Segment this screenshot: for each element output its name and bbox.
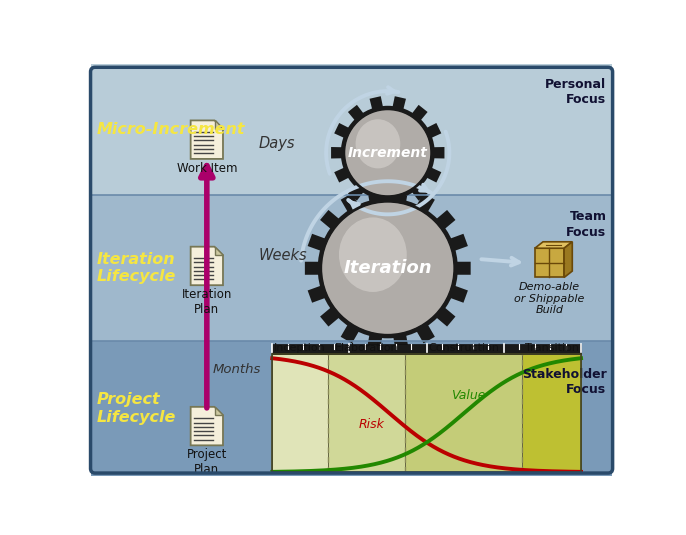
Ellipse shape: [322, 202, 454, 334]
Text: Transition: Transition: [525, 343, 579, 353]
Text: Project
Plan: Project Plan: [187, 448, 227, 477]
Text: Months: Months: [213, 363, 261, 376]
Polygon shape: [535, 242, 572, 248]
Polygon shape: [215, 120, 223, 129]
Polygon shape: [215, 407, 223, 415]
Text: Demo-able
or Shippable
Build: Demo-able or Shippable Build: [514, 282, 584, 315]
Text: Elaboration: Elaboration: [335, 343, 399, 353]
FancyBboxPatch shape: [91, 64, 612, 195]
Text: Iteration
Lifecycle: Iteration Lifecycle: [97, 252, 176, 285]
Polygon shape: [191, 247, 223, 285]
Text: Risk: Risk: [359, 417, 385, 431]
FancyBboxPatch shape: [405, 355, 522, 472]
Text: Project
Lifecycle: Project Lifecycle: [97, 392, 176, 425]
Text: Weeks: Weeks: [259, 248, 307, 263]
Text: Stakeholder
Focus: Stakeholder Focus: [521, 369, 606, 396]
Polygon shape: [564, 242, 572, 278]
Polygon shape: [331, 96, 445, 209]
FancyBboxPatch shape: [328, 355, 405, 472]
FancyBboxPatch shape: [522, 355, 581, 472]
Text: Personal
Focus: Personal Focus: [545, 78, 606, 106]
FancyBboxPatch shape: [272, 355, 328, 472]
Polygon shape: [191, 120, 223, 159]
Polygon shape: [191, 407, 223, 445]
Ellipse shape: [344, 110, 431, 196]
Text: Iteration
Plan: Iteration Plan: [182, 288, 232, 316]
Text: Value: Value: [451, 389, 486, 402]
Polygon shape: [215, 247, 223, 255]
Ellipse shape: [339, 217, 407, 292]
Polygon shape: [305, 186, 471, 351]
Text: Work Item: Work Item: [176, 162, 237, 175]
Text: Iteration: Iteration: [344, 259, 432, 277]
Text: Micro-Increment: Micro-Increment: [97, 122, 245, 137]
Ellipse shape: [318, 198, 458, 338]
FancyBboxPatch shape: [91, 195, 612, 341]
Ellipse shape: [341, 106, 435, 200]
Text: Days: Days: [259, 136, 295, 151]
Text: Increment: Increment: [348, 146, 427, 160]
FancyBboxPatch shape: [535, 248, 564, 278]
Text: Team
Focus: Team Focus: [567, 210, 606, 239]
FancyBboxPatch shape: [91, 341, 612, 476]
FancyBboxPatch shape: [272, 343, 581, 355]
Ellipse shape: [355, 119, 400, 169]
Text: Inception: Inception: [274, 343, 326, 353]
Text: Construction: Construction: [428, 343, 499, 353]
